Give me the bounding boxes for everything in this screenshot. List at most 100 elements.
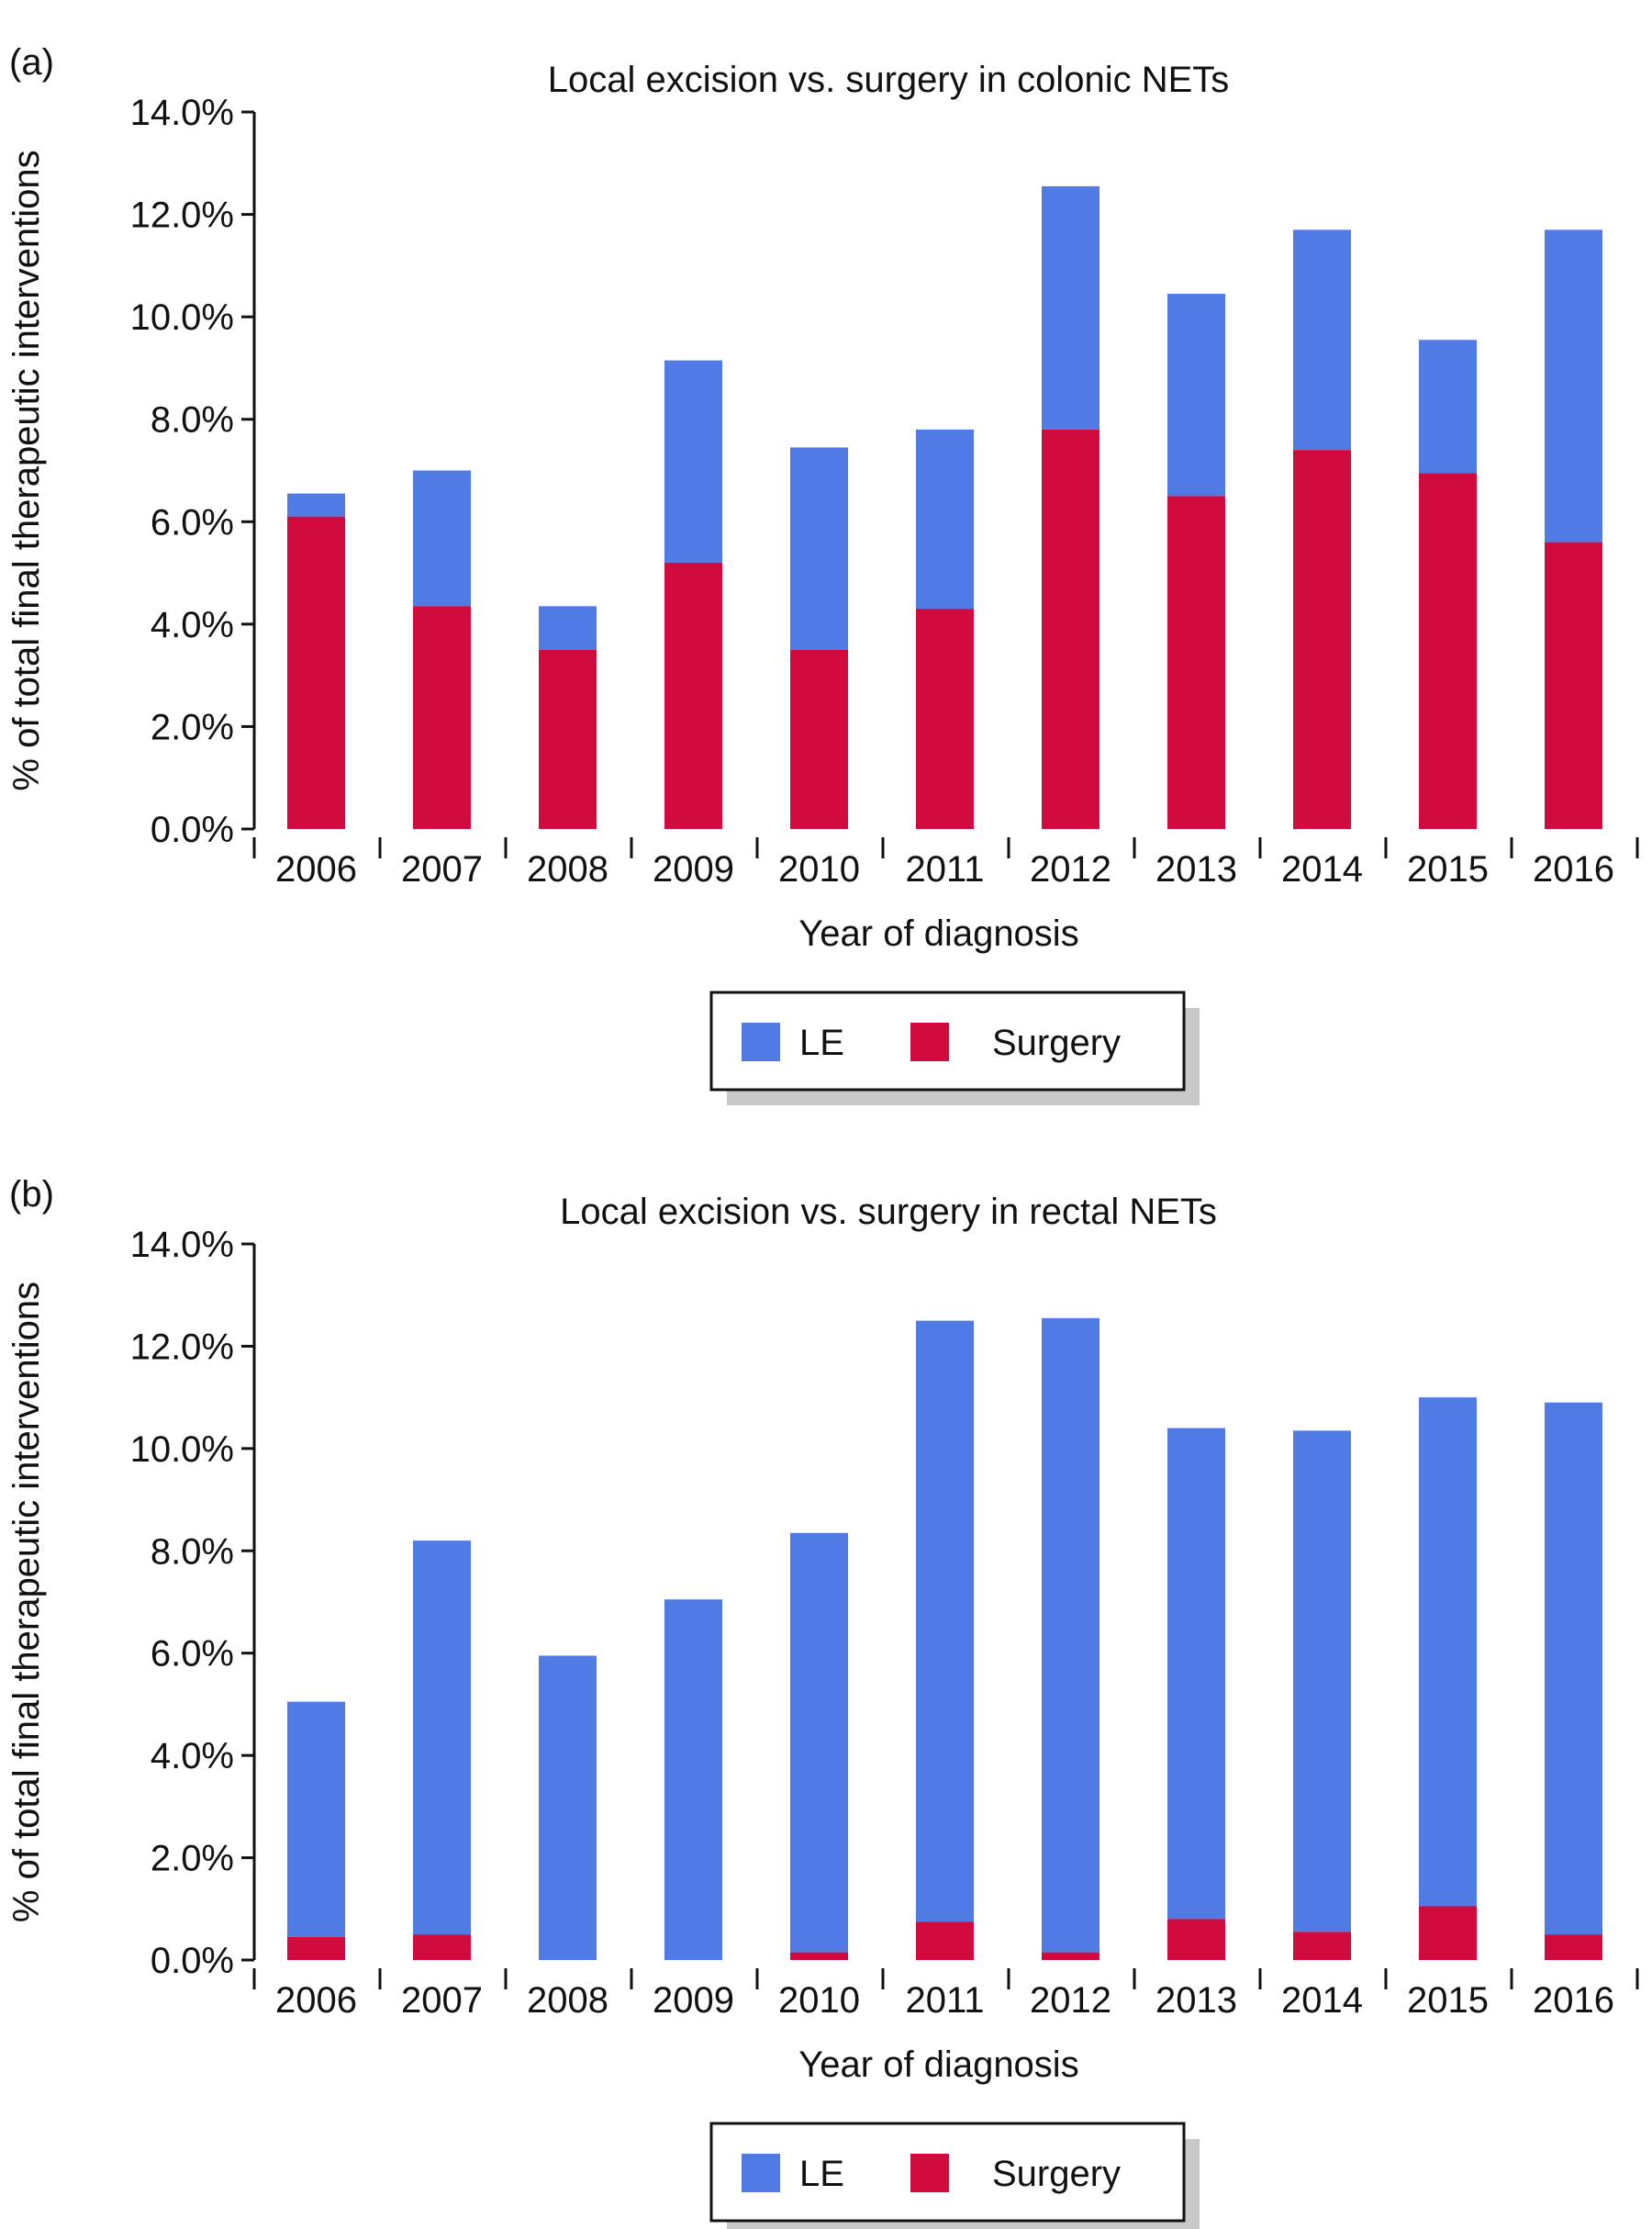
- bar-le-2007: [413, 470, 471, 607]
- bar-surgery-2015: [1419, 1906, 1477, 1960]
- bar-le-2007: [413, 1540, 471, 1935]
- y-tick-label: 12.0%: [130, 196, 234, 236]
- legend-swatch-surgery: [910, 1023, 949, 1061]
- y-tick-label: 2.0%: [151, 707, 234, 747]
- legend-label-surgery: Surgery: [992, 2154, 1121, 2194]
- bar-surgery-2013: [1167, 1919, 1225, 1960]
- x-tick-label: 2015: [1407, 1980, 1489, 2021]
- legend-swatch-le: [742, 1023, 780, 1061]
- bar-le-2011: [916, 1320, 974, 1922]
- x-tick-label: 2014: [1281, 1980, 1363, 2021]
- chart-title: Local excision vs. surgery in rectal NET…: [560, 1192, 1217, 1232]
- y-tick-label: 10.0%: [130, 1429, 234, 1470]
- y-tick-label: 12.0%: [130, 1327, 234, 1367]
- bar-le-2009: [664, 1599, 722, 1960]
- bar-le-2015: [1419, 1397, 1477, 1907]
- legend-swatch-surgery: [910, 2154, 949, 2192]
- x-tick-label: 2011: [905, 1980, 984, 2021]
- bar-surgery-2012: [1042, 429, 1099, 829]
- y-tick-label: 2.0%: [151, 1839, 234, 1879]
- bar-le-2015: [1419, 340, 1477, 474]
- x-tick-label: 2010: [778, 849, 860, 890]
- bar-surgery-2007: [413, 1934, 471, 1960]
- bar-surgery-2006: [287, 1936, 345, 1960]
- bar-le-2010: [790, 447, 848, 650]
- bar-surgery-2009: [664, 562, 722, 829]
- chart-title: Local excision vs. surgery in colonic NE…: [548, 60, 1230, 100]
- bar-surgery-2010: [790, 649, 848, 829]
- x-tick-label: 2009: [653, 1980, 734, 2021]
- bar-le-2008: [539, 1655, 597, 1960]
- y-tick-label: 14.0%: [130, 93, 234, 133]
- bar-surgery-2006: [287, 516, 345, 829]
- bar-surgery-2016: [1545, 542, 1602, 829]
- bar-surgery-2010: [790, 1952, 848, 1960]
- x-axis-label: Year of diagnosis: [798, 913, 1078, 954]
- x-tick-label: 2014: [1281, 849, 1363, 890]
- bar-le-2010: [790, 1532, 848, 1953]
- x-tick-label: 2012: [1030, 849, 1111, 890]
- x-tick-label: 2013: [1155, 849, 1237, 890]
- panel-label: (b): [9, 1174, 54, 1215]
- chart-panel-b: (b) Local excision vs. surgery in rectal …: [6, 1174, 1639, 2229]
- bar-surgery-2015: [1419, 473, 1477, 829]
- y-tick-label: 6.0%: [151, 502, 234, 543]
- y-tick-label: 8.0%: [151, 400, 234, 441]
- legend-label-surgery: Surgery: [992, 1023, 1121, 1063]
- y-axis-label: % of total final therapeutic interventio…: [6, 150, 47, 790]
- legend-label-le: LE: [799, 1023, 844, 1063]
- bar-surgery-2011: [916, 609, 974, 829]
- bar-le-2013: [1167, 1428, 1225, 1920]
- bar-le-2016: [1545, 230, 1602, 543]
- bar-surgery-2008: [539, 649, 597, 829]
- bar-surgery-2007: [413, 606, 471, 829]
- y-tick-label: 4.0%: [151, 1736, 234, 1776]
- bar-surgery-2013: [1167, 496, 1225, 829]
- panel-label: (a): [9, 42, 54, 83]
- x-tick-label: 2016: [1533, 1980, 1614, 2021]
- y-tick-label: 0.0%: [151, 810, 234, 850]
- x-tick-label: 2012: [1030, 1980, 1111, 2021]
- legend: LE Surgery: [709, 991, 1200, 1105]
- x-axis-label: Year of diagnosis: [798, 2044, 1078, 2085]
- x-tick-label: 2006: [275, 849, 357, 890]
- y-tick-label: 0.0%: [151, 1941, 234, 1981]
- y-axis-label: % of total final therapeutic interventio…: [6, 1282, 47, 1922]
- x-tick-label: 2008: [527, 849, 608, 890]
- bar-surgery-2014: [1293, 450, 1351, 829]
- bar-le-2008: [539, 606, 597, 650]
- legend-label-le: LE: [799, 2154, 844, 2194]
- bar-le-2013: [1167, 294, 1225, 497]
- bar-le-2006: [287, 1701, 345, 1937]
- bar-surgery-2012: [1042, 1952, 1099, 1960]
- legend: LE Surgery: [709, 2122, 1200, 2229]
- x-tick-label: 2009: [653, 849, 734, 890]
- x-tick-label: 2011: [905, 849, 984, 890]
- bar-surgery-2011: [916, 1921, 974, 1960]
- bar-le-2009: [664, 360, 722, 563]
- y-tick-label: 8.0%: [151, 1531, 234, 1572]
- y-tick-label: 10.0%: [130, 297, 234, 338]
- bar-surgery-2014: [1293, 1932, 1351, 1960]
- x-tick-label: 2010: [778, 1980, 860, 2021]
- bar-le-2011: [916, 429, 974, 610]
- bar-le-2014: [1293, 1430, 1351, 1932]
- y-tick-label: 14.0%: [130, 1225, 234, 1265]
- y-tick-label: 4.0%: [151, 605, 234, 645]
- bar-le-2012: [1042, 1317, 1099, 1953]
- x-tick-label: 2013: [1155, 1980, 1237, 2021]
- x-tick-label: 2007: [401, 1980, 483, 2021]
- bar-le-2016: [1545, 1402, 1602, 1935]
- bar-le-2006: [287, 493, 345, 517]
- y-tick-label: 6.0%: [151, 1634, 234, 1675]
- x-tick-label: 2016: [1533, 849, 1614, 890]
- bar-surgery-2016: [1545, 1934, 1602, 1960]
- legend-swatch-le: [742, 2154, 780, 2192]
- x-tick-label: 2007: [401, 849, 483, 890]
- chart-panel-a: (a) Local excision vs. surgery in colonic…: [6, 42, 1639, 1105]
- bar-le-2012: [1042, 185, 1099, 430]
- x-tick-label: 2006: [275, 1980, 357, 2021]
- x-tick-label: 2008: [527, 1980, 608, 2021]
- bar-le-2014: [1293, 230, 1351, 451]
